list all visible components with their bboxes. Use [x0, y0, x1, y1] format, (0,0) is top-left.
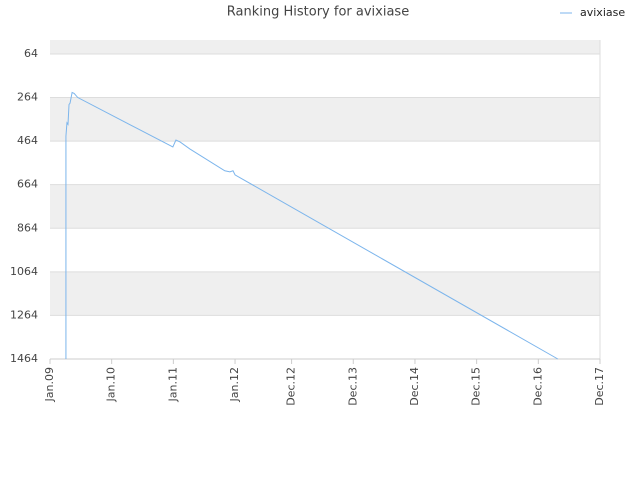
x-tick-label: Dec.16 — [531, 367, 544, 406]
y-tick-label: 264 — [17, 91, 38, 104]
plot-band — [50, 184, 600, 229]
y-tick-label: 1264 — [10, 308, 38, 321]
x-tick-label: Jan.10 — [105, 367, 118, 402]
y-tick-label: 664 — [17, 178, 38, 191]
x-tick-label: Dec.12 — [285, 367, 298, 406]
y-tick-label: 1064 — [10, 265, 38, 278]
x-tick-label: Jan.11 — [166, 367, 179, 402]
legend-label: avixiase — [580, 6, 625, 19]
x-tick-label: Jan.12 — [228, 367, 241, 402]
chart-title: Ranking History for avixiase — [227, 5, 409, 20]
y-tick-label: 1464 — [10, 352, 38, 365]
plot-band — [50, 97, 600, 142]
y-tick-label: 64 — [24, 47, 38, 60]
x-tick-label: Jan.09 — [43, 367, 56, 402]
x-tick-label: Dec.14 — [408, 367, 421, 406]
x-tick-label: Dec.13 — [346, 367, 359, 406]
x-tick-label: Dec.17 — [593, 367, 606, 406]
y-tick-label: 864 — [17, 221, 38, 234]
line — [65, 91, 559, 360]
y-tick-label: 464 — [17, 134, 38, 147]
plot-band — [50, 40, 600, 54]
plot-band — [50, 271, 600, 316]
x-tick-label: Dec.15 — [470, 367, 483, 406]
